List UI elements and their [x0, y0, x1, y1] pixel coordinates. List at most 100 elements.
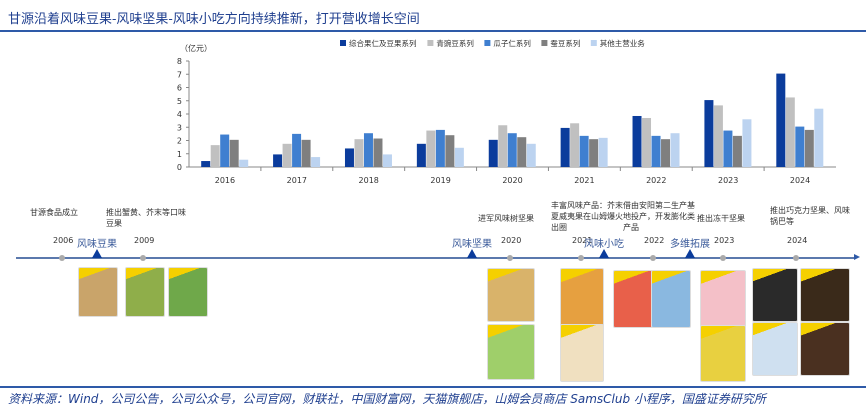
bar: [239, 159, 249, 167]
timeline-dot: [720, 254, 726, 261]
product-image: [800, 322, 850, 376]
x-tick-label: 2023: [718, 176, 738, 185]
bar: [723, 130, 733, 167]
timeline-year: 2021: [572, 236, 593, 245]
product-image: [487, 324, 535, 380]
bar: [454, 147, 464, 167]
timeline-year: 2020: [501, 236, 522, 245]
y-tick-label: 5: [177, 97, 182, 106]
timeline-phase: 风味豆果: [77, 239, 117, 250]
bar: [201, 161, 211, 167]
arrow-icon: [854, 254, 860, 260]
divider: [0, 30, 866, 32]
bar: [776, 73, 786, 167]
bar: [713, 105, 723, 167]
legend-label: 综合果仁及豆果系列: [349, 38, 417, 48]
legend-label: 青豌豆系列: [436, 38, 474, 48]
timeline-event: 丰富风味产品：芥末夏威夷果在山姆爆火出圈: [551, 201, 623, 232]
x-tick-label: 2017: [287, 176, 307, 185]
legend-label: 其他主营业务: [600, 38, 645, 48]
legend-swatch: [590, 40, 597, 46]
product-image: [613, 270, 653, 328]
phase-marker-icon: [599, 249, 609, 258]
product-image: [651, 270, 691, 328]
bar: [526, 143, 536, 167]
bar: [416, 143, 426, 167]
bar: [589, 139, 599, 167]
bar: [273, 154, 283, 167]
bar: [517, 137, 527, 167]
timeline-dot: [140, 254, 146, 261]
y-tick-label: 0: [177, 163, 182, 172]
timeline-event: 甘源食品成立: [30, 208, 78, 217]
product-image: [78, 267, 118, 317]
legend-label: 瓜子仁系列: [493, 38, 531, 48]
timeline-dot: [59, 254, 65, 261]
source-note: 资料来源：Wind，公司公告，公司公众号，公司官网，财联社，中国财富网，天猫旗舰…: [8, 392, 766, 406]
timeline-event: 推出蟹黄、芥末等口味豆果: [106, 208, 186, 228]
bar: [814, 108, 824, 167]
timeline-year: 2022: [644, 236, 665, 245]
bar: [804, 129, 814, 167]
timeline-axis: [16, 257, 856, 259]
bar: [704, 100, 714, 167]
bar: [382, 154, 392, 167]
legend-swatch: [541, 40, 548, 46]
product-image: [752, 322, 798, 376]
phase-marker-icon: [685, 249, 695, 258]
timeline-dot: [507, 254, 513, 261]
bar: [785, 97, 795, 167]
product-image: [487, 268, 535, 322]
x-tick-label: 2016: [215, 176, 235, 185]
bar: [598, 137, 608, 167]
product-image: [560, 268, 604, 328]
bar: [670, 133, 680, 167]
timeline-event: 推出巧克力坚果、风味锅巴等: [770, 206, 850, 226]
timeline-year: 2009: [134, 236, 155, 245]
bar: [445, 135, 455, 167]
y-tick-label: 4: [177, 110, 182, 119]
x-tick-label: 2022: [646, 176, 666, 185]
bar: [373, 138, 383, 167]
legend-swatch: [340, 40, 346, 46]
page-title: 甘源沿着风味豆果-风味坚果-风味小吃方向持续推新，打开营收增长空间: [8, 12, 420, 27]
bar: [507, 133, 517, 167]
bar: [282, 143, 292, 167]
timeline-phase: 风味小吃: [584, 239, 624, 250]
bar: [344, 148, 354, 167]
bar: [435, 129, 445, 167]
timeline-dot: [650, 254, 656, 261]
bar: [661, 139, 671, 167]
product-image: [168, 267, 208, 317]
x-tick-label: 2021: [574, 176, 594, 185]
y-tick-label: 6: [177, 84, 182, 93]
timeline-dot: [793, 254, 799, 261]
timeline-phase: 风味坚果: [452, 239, 492, 250]
timeline-event: 借由安阳第二生产基地投产，开发膨化类产品: [623, 201, 695, 232]
bar: [732, 135, 742, 167]
bar: [488, 139, 498, 167]
bar: [301, 139, 311, 167]
bar: [220, 134, 230, 167]
phase-marker-icon: [467, 249, 477, 258]
x-tick-label: 2024: [790, 176, 810, 185]
bar: [210, 145, 220, 167]
bar: [498, 125, 508, 167]
x-tick-label: 2020: [502, 176, 522, 185]
bar: [642, 117, 652, 167]
y-axis-label: （亿元）: [180, 43, 212, 53]
y-tick-label: 7: [177, 70, 182, 79]
y-tick-label: 2: [177, 137, 182, 146]
y-tick-label: 8: [177, 57, 182, 66]
bar: [795, 126, 805, 167]
bar: [560, 127, 570, 167]
bar: [311, 157, 321, 167]
product-image: [560, 324, 604, 382]
legend-swatch: [427, 40, 434, 46]
x-tick-label: 2018: [359, 176, 379, 185]
timeline-dot: [578, 254, 584, 261]
bar: [426, 130, 436, 167]
timeline-year: 2006: [53, 236, 74, 245]
divider: [0, 386, 866, 388]
y-tick-label: 3: [177, 123, 182, 132]
